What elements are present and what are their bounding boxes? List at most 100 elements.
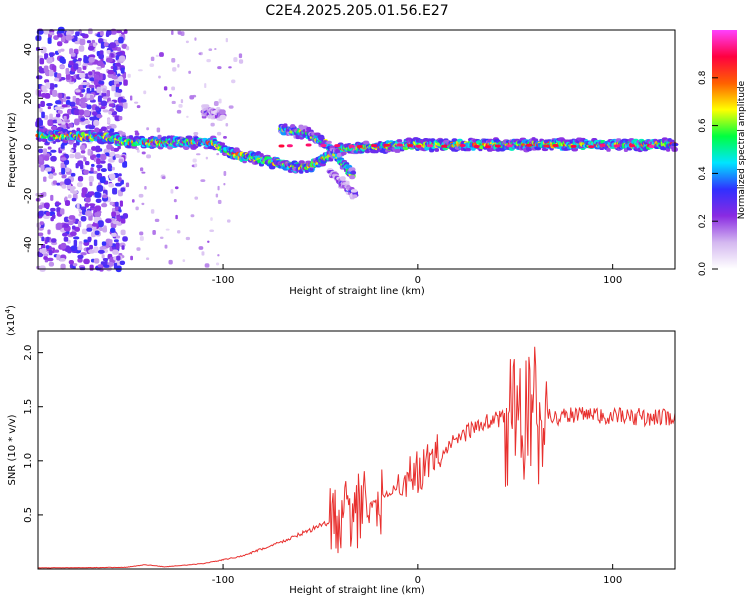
y-tick-label: 0.5 <box>23 507 34 523</box>
spectrogram-cell <box>495 148 501 152</box>
spectrogram-cell <box>56 222 63 230</box>
spectrogram-cell <box>666 147 671 152</box>
spectrogram-cell <box>93 79 99 85</box>
snr-line <box>38 346 676 569</box>
spectrogram-cell <box>50 207 56 212</box>
spectrogram-cell <box>100 41 105 49</box>
spectrogram-cell <box>57 126 62 131</box>
spectrogram-cell <box>50 125 57 131</box>
spectrogram-cell <box>75 97 80 105</box>
spectrogram-cell <box>121 245 125 250</box>
spectrogram-cell <box>97 220 104 228</box>
spectrogram-cell <box>194 37 197 41</box>
spectrogram-cell <box>204 83 207 89</box>
y-tick-label: 0 <box>23 144 34 150</box>
spectrogram-cell <box>60 48 65 52</box>
spectrogram-cell <box>188 70 191 74</box>
spectrogram-cell <box>99 50 104 55</box>
spectrogram-cell <box>96 164 103 169</box>
spectrogram-cell <box>38 210 44 217</box>
colorbar-tick-label: 0.4 <box>698 166 708 181</box>
spectrogram-cell <box>52 119 58 124</box>
spectrogram-cell <box>86 104 92 110</box>
spectrogram-cell <box>71 225 76 230</box>
x-tick-label: 0 <box>415 275 421 286</box>
y-tick-label: 40 <box>23 43 34 56</box>
spectrogram-cell <box>75 89 81 93</box>
spectrogram-cell <box>71 190 79 194</box>
colorbar-tick-label: 0.6 <box>698 118 708 133</box>
spectrogram-cell <box>126 46 130 51</box>
spectrogram-cell <box>543 144 550 148</box>
spectrogram-cell <box>44 167 52 172</box>
spectrogram-cell <box>73 142 77 148</box>
spectrogram-cell <box>105 57 113 63</box>
spectrogram-cell <box>61 121 66 125</box>
spectrogram-cell <box>78 213 82 217</box>
spectrogram-cell <box>105 218 112 224</box>
snr-y-ticks: 0.5 1.0 1.5 2.0 <box>23 345 43 523</box>
spectrogram-cell <box>49 52 54 58</box>
spectrogram-cell <box>86 93 91 99</box>
colorbar-tick-label: 0.8 <box>698 70 708 85</box>
spectrogram-cell <box>169 93 172 97</box>
spectrogram-cell <box>207 240 210 243</box>
spectrogram-cell <box>117 145 121 150</box>
spectrogram-cell <box>50 194 54 201</box>
spectrogram-cell <box>214 48 217 51</box>
spectrogram-cell <box>44 93 51 99</box>
spectrogram-cell <box>85 196 91 203</box>
spectrogram-cell <box>112 249 119 255</box>
spectrogram-cell <box>205 156 208 160</box>
spectrogram-cell <box>102 109 110 113</box>
spectrogram-cell <box>114 201 119 207</box>
spectrogram-cell <box>182 259 186 263</box>
spectrogram-cell <box>101 241 107 246</box>
spectrogram-cell <box>49 113 53 120</box>
spectrogram-cell <box>100 106 106 110</box>
spectrogram-cell <box>84 160 90 166</box>
spectrogram-cell <box>73 63 79 70</box>
spectrogram-cell <box>116 255 121 261</box>
spectrogram-cell <box>176 109 182 114</box>
spectrogram-cell <box>225 123 229 127</box>
spectrogram-cell <box>122 236 128 242</box>
spectrogram-cell <box>47 146 52 150</box>
spectrogram-cell <box>103 42 109 47</box>
spectrogram-cell <box>111 124 117 129</box>
spectrogram-cell <box>43 253 49 257</box>
spectrogram-cell <box>139 236 144 241</box>
spectrogram-cell <box>326 140 332 145</box>
spectrogram-cell <box>465 147 471 152</box>
spectrogram-cell <box>52 89 58 97</box>
spectrogram-cell <box>56 113 61 118</box>
spectrogram-cell <box>200 179 206 182</box>
spectrogram-cell <box>135 206 139 211</box>
spectrogram-cell <box>61 167 66 175</box>
spectrogram-cell <box>37 90 42 97</box>
spectrogram-cell <box>351 170 356 175</box>
spectrogram-cell <box>56 118 62 124</box>
spectrogram-cell <box>150 56 155 62</box>
spectrogram-cell <box>219 109 226 115</box>
spectrogram-cell <box>123 102 128 109</box>
spectrogram-cell <box>111 246 116 250</box>
spectrogram-cell <box>63 236 69 242</box>
spectrogram-cell <box>91 146 97 151</box>
spectrogram-cell <box>216 152 220 156</box>
spectrogram-cell <box>115 182 122 187</box>
spectrogram-cell <box>259 153 264 157</box>
spectrogram-cell <box>119 200 123 207</box>
spectrogram-cell <box>107 69 115 75</box>
snr-x-label: Height of straight line (km) <box>289 585 425 596</box>
spectrogram-cell <box>109 128 115 133</box>
colorbar-tick-label: 0.0 <box>698 262 708 277</box>
spectrogram-cell <box>141 171 146 174</box>
spectrogram-cell <box>109 201 114 206</box>
spectrogram-cell <box>46 236 50 243</box>
spectrogram-cell <box>309 167 314 171</box>
spectrogram-cell <box>114 62 121 67</box>
spectrogram-cell <box>94 71 101 75</box>
spectrogram-cell <box>94 205 102 212</box>
spectrogram-cell <box>203 104 210 108</box>
